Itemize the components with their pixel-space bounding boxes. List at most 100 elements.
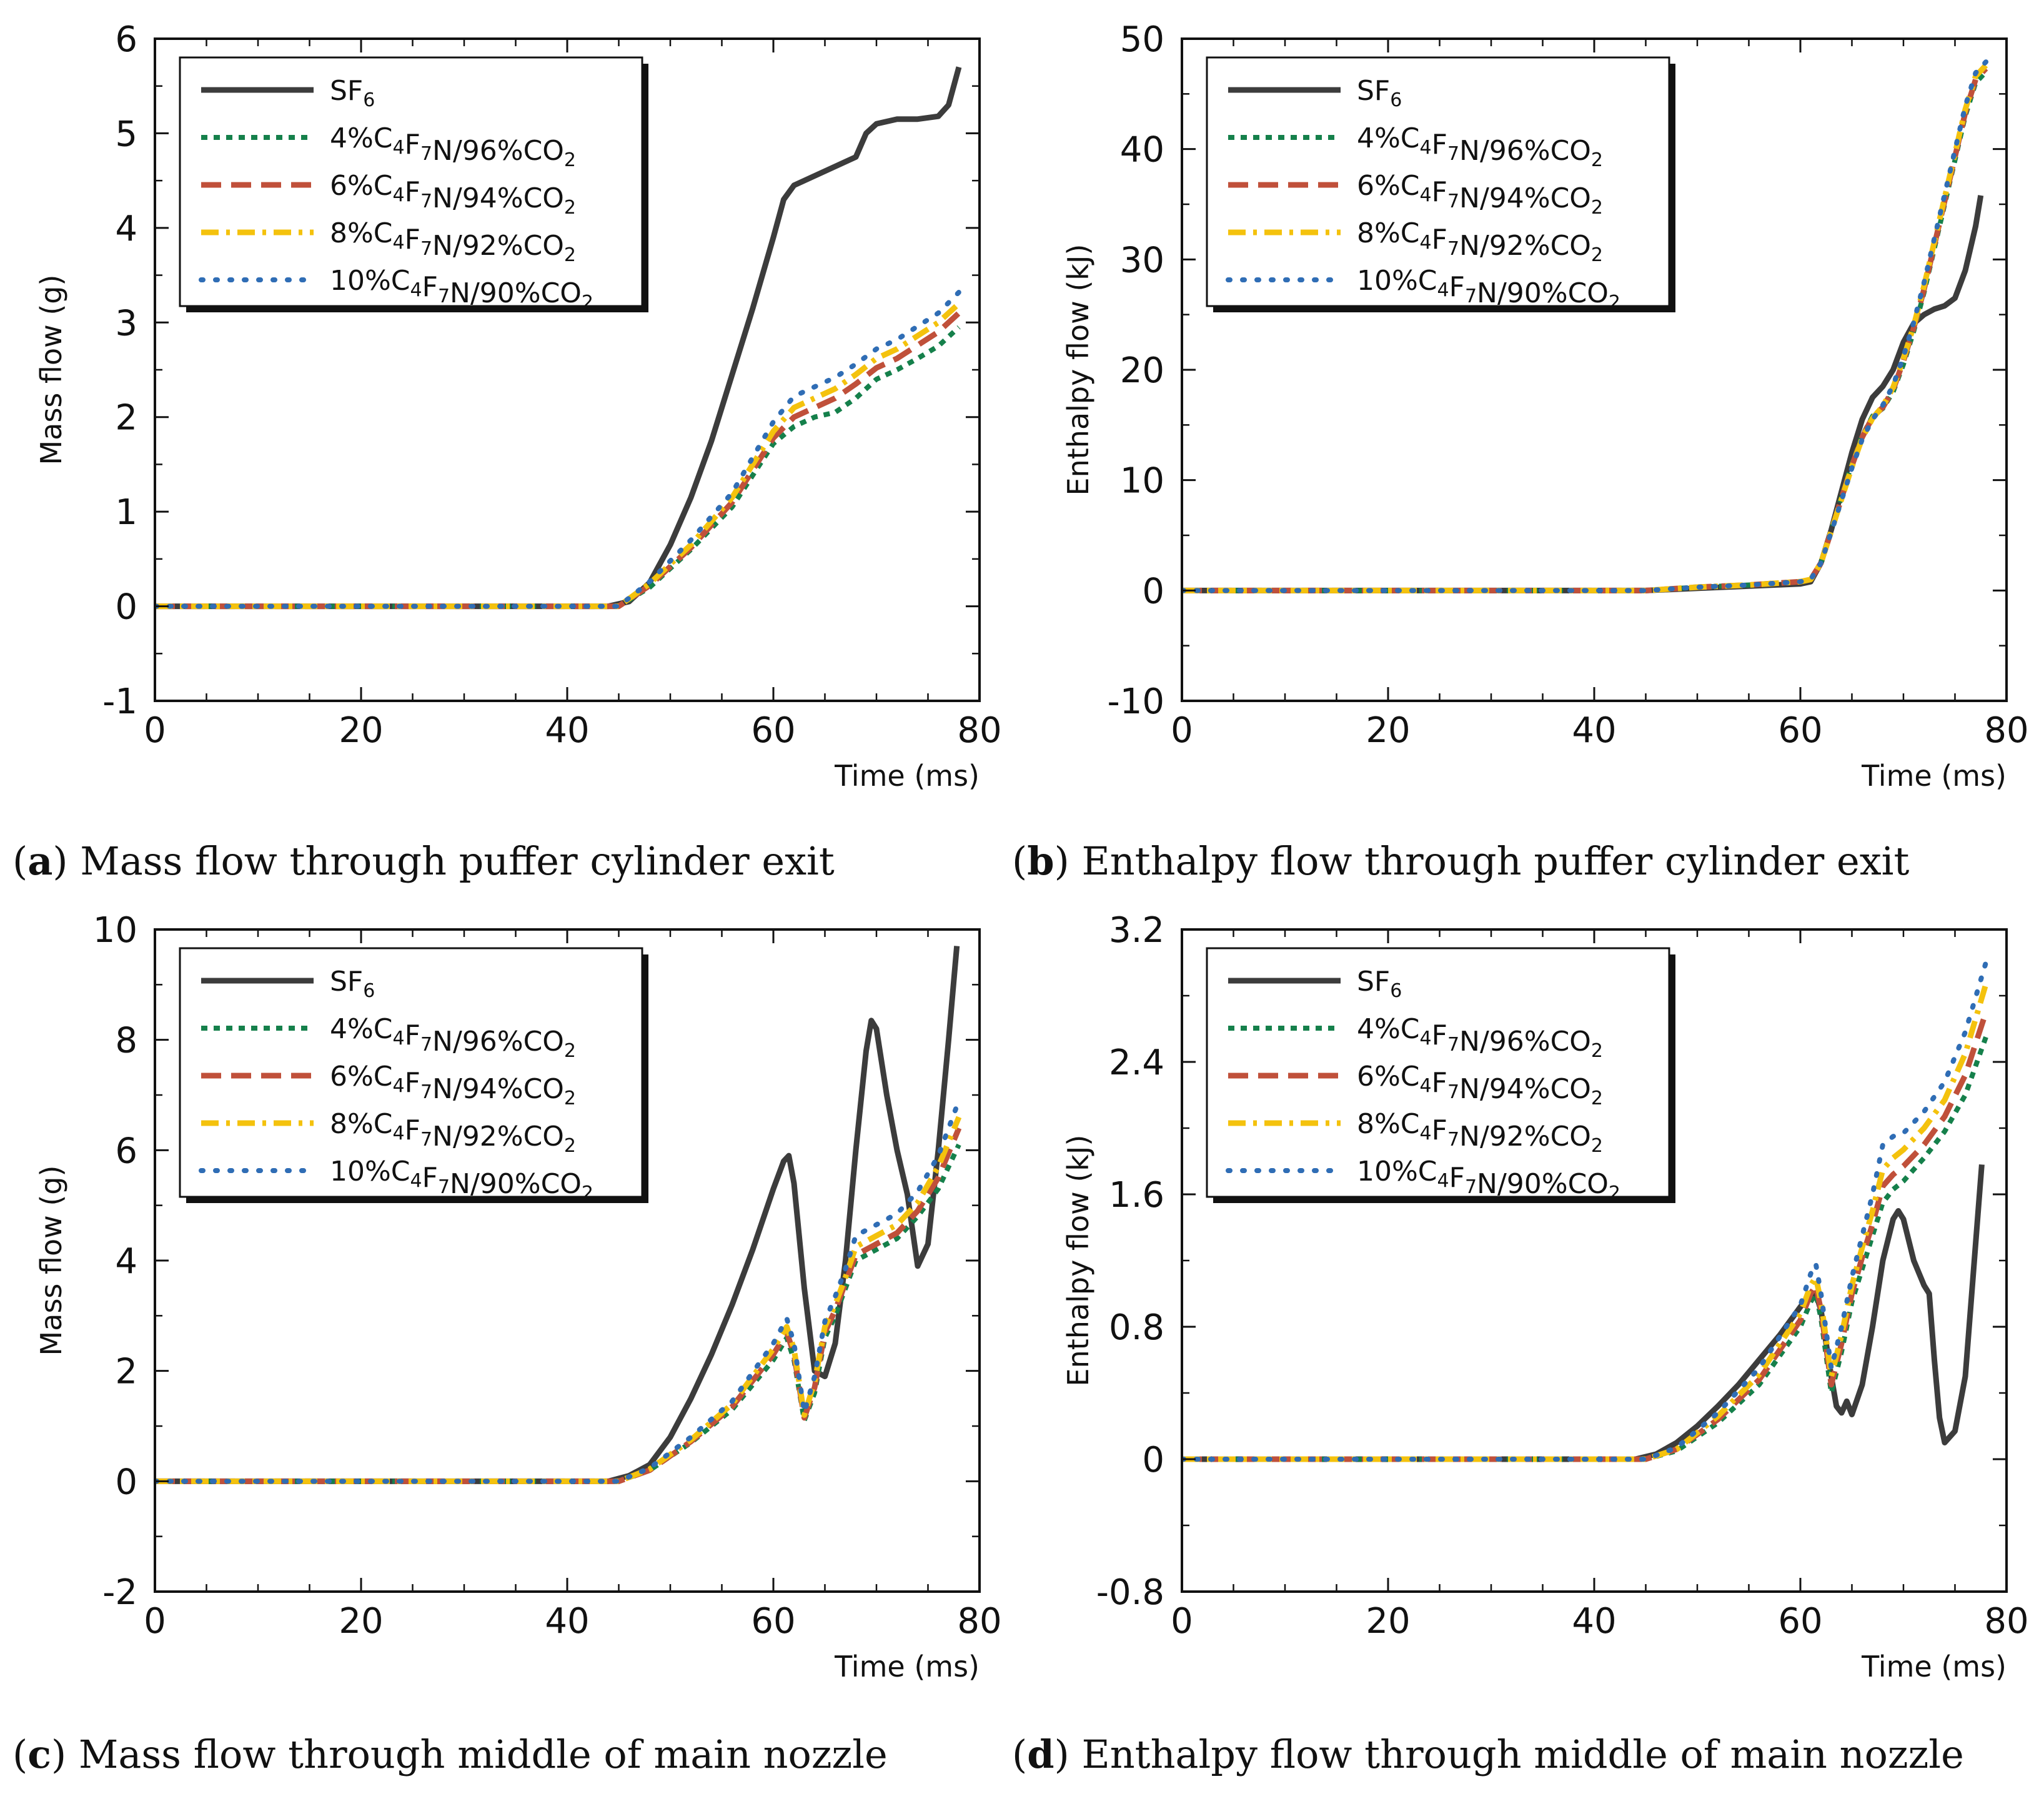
y-tick-label: 0 — [115, 1462, 137, 1502]
x-tick-label: 0 — [1171, 1601, 1193, 1642]
x-tick-label: 40 — [545, 1601, 589, 1642]
subscript: 4 — [393, 184, 405, 206]
legend-text-part: 10%C — [1357, 1156, 1437, 1187]
subscript: 6 — [363, 980, 375, 1002]
subscript: 2 — [1591, 244, 1603, 266]
legend-text-part: N/94%CO — [1459, 182, 1591, 214]
y-tick-label: 0 — [115, 587, 137, 628]
x-tick-label: 20 — [1366, 710, 1410, 751]
y-axis-label: Mass flow (g) — [34, 1166, 68, 1356]
legend-text-part: N/90%CO — [450, 277, 582, 309]
legend-text-part: 10%C — [330, 1156, 410, 1187]
subscript: 7 — [1447, 238, 1459, 260]
legend-text-part: 10%C — [1357, 265, 1437, 297]
x-tick-label: 80 — [957, 710, 1001, 751]
subscript: 7 — [1465, 285, 1477, 307]
legend-label-c8_92: 8%C4F7N/92%CO2 — [1357, 1108, 1603, 1157]
subscript: 4 — [410, 279, 422, 301]
y-tick-label: 10 — [93, 910, 137, 951]
series-line-c10_90 — [1182, 59, 1988, 593]
legend-text-part: N/94%CO — [432, 1073, 564, 1105]
series-line-c8_92 — [155, 1116, 962, 1484]
subscript: 7 — [420, 238, 432, 260]
legend-text-part: SF — [1357, 966, 1390, 998]
subscript: 4 — [1437, 279, 1449, 301]
legend-text-part: 4%C — [1357, 122, 1420, 154]
subscript: 2 — [582, 1182, 593, 1204]
legend-text-part: F — [405, 176, 420, 208]
legend-text-part: F — [1449, 1162, 1465, 1194]
subscript: 4 — [1420, 232, 1432, 254]
legend-label-c8_92: 8%C4F7N/92%CO2 — [330, 217, 576, 266]
legend-text-part: N/96%CO — [432, 135, 564, 167]
y-tick-label: 2 — [115, 398, 137, 439]
legend-text-part: 8%C — [330, 1108, 393, 1140]
x-tick-label: 80 — [1984, 710, 2028, 751]
x-axis-label: Time (ms) — [1861, 759, 2007, 793]
y-tick-label: 40 — [1120, 130, 1164, 171]
y-tick-label: 50 — [1120, 19, 1164, 60]
subscript: 7 — [420, 1129, 432, 1151]
subscript: 4 — [393, 1028, 405, 1049]
caption-b: (b) Enthalpy flow through puffer cylinde… — [1012, 838, 1910, 884]
legend-text-part: 8%C — [330, 217, 393, 249]
series-line-c8_92 — [155, 301, 961, 610]
subscript: 4 — [410, 1170, 422, 1192]
y-tick-label: 5 — [115, 114, 137, 154]
subscript: 7 — [1447, 191, 1459, 212]
subscript: 4 — [1420, 184, 1432, 206]
subscript: 4 — [1420, 1028, 1432, 1049]
caption-d-letter: d — [1027, 1732, 1054, 1777]
legend-text-part: N/92%CO — [1459, 1121, 1591, 1152]
legend-text-part: N/90%CO — [1477, 1168, 1609, 1200]
x-axis-label: Time (ms) — [834, 759, 980, 793]
y-tick-label: 8 — [115, 1021, 137, 1061]
y-axis-label: Mass flow (g) — [34, 275, 68, 465]
x-tick-label: 20 — [339, 1601, 383, 1642]
legend-text-part: N/90%CO — [450, 1168, 582, 1200]
x-axis-label: Time (ms) — [1861, 1650, 2007, 1683]
subscript: 2 — [1591, 197, 1603, 219]
legend-label-c4_96: 4%C4F7N/96%CO2 — [1357, 1013, 1603, 1062]
legend-label-c6_94: 6%C4F7N/94%CO2 — [330, 1061, 576, 1109]
legend-text-part: 6%C — [330, 170, 393, 202]
subscript: 4 — [1420, 1075, 1432, 1097]
legend-text-part: 8%C — [1357, 217, 1420, 249]
subscript: 6 — [1390, 980, 1402, 1002]
legend-box — [179, 947, 643, 1198]
legend-label-c10_90: 10%C4F7N/90%CO2 — [330, 1156, 593, 1204]
legend-text-part: 10%C — [330, 265, 410, 297]
legend-text-part: SF — [330, 75, 363, 107]
series-line-c8_92 — [1182, 983, 1989, 1462]
y-tick-label: 20 — [1120, 350, 1164, 391]
subscript: 2 — [564, 197, 576, 219]
legend-label-c4_96: 4%C4F7N/96%CO2 — [330, 1013, 576, 1062]
legend-text-part: 6%C — [1357, 1061, 1420, 1093]
plot-area — [155, 946, 962, 1484]
y-tick-label: 4 — [115, 1241, 137, 1282]
legend-text-part: 4%C — [330, 1013, 393, 1045]
legend-text-part: F — [1449, 271, 1465, 303]
legend-text-part: F — [405, 1019, 420, 1051]
legend-label-c4_96: 4%C4F7N/96%CO2 — [330, 122, 576, 171]
legend-box — [1206, 56, 1670, 307]
subscript: 7 — [420, 1034, 432, 1056]
subscript: 6 — [1390, 89, 1402, 111]
subscript: 7 — [438, 1176, 450, 1198]
series-line-c10_90 — [1182, 960, 1988, 1462]
subscript: 2 — [582, 292, 593, 314]
legend-text-part: 4%C — [1357, 1013, 1420, 1045]
y-tick-label: 1 — [115, 492, 137, 533]
x-tick-label: 60 — [751, 710, 795, 751]
legend-text-part: N/96%CO — [432, 1026, 564, 1058]
subscript: 7 — [420, 143, 432, 165]
y-axis-label: Enthalpy flow (kJ) — [1061, 244, 1095, 496]
y-tick-label: 0 — [1142, 1440, 1164, 1480]
legend-text-part: F — [405, 1114, 420, 1146]
series-line-sf6 — [155, 66, 962, 610]
subscript: 4 — [393, 232, 405, 254]
subscript: 6 — [363, 89, 375, 111]
legend-text-part: F — [422, 271, 438, 303]
legend-text-part: F — [405, 1067, 420, 1099]
x-tick-label: 0 — [144, 1601, 166, 1642]
